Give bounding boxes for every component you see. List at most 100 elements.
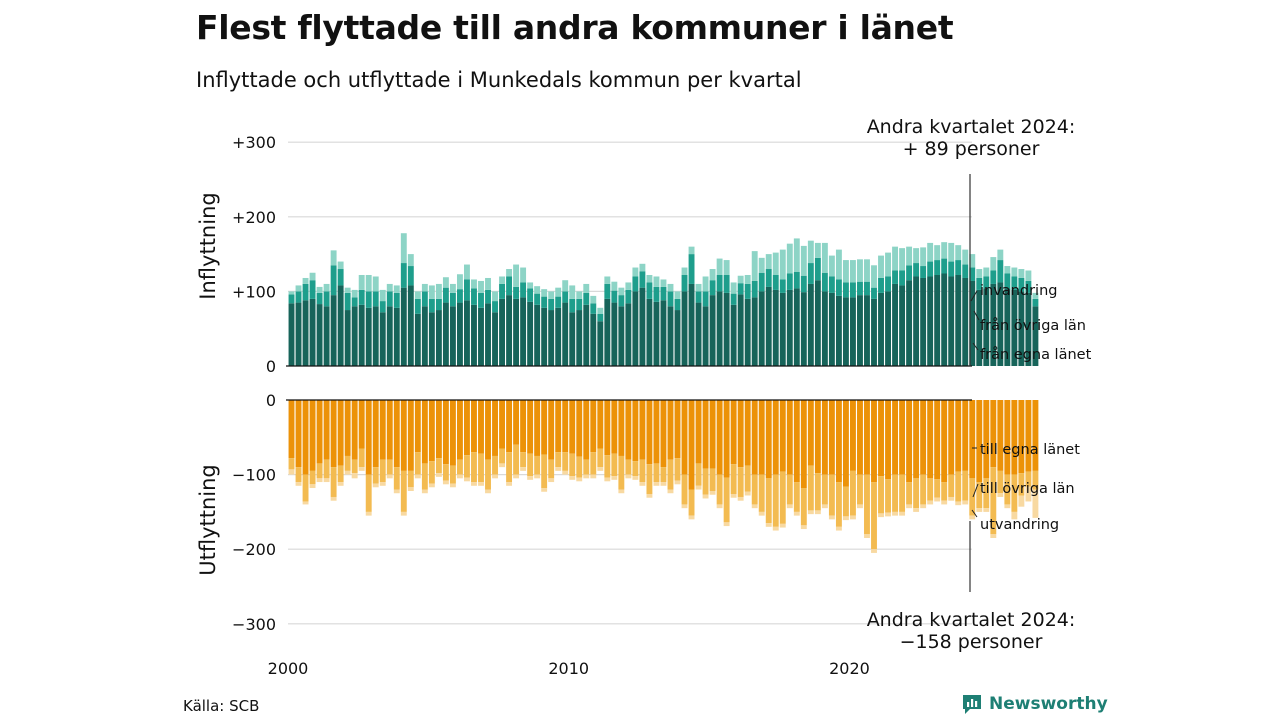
bar-in-2	[955, 245, 962, 261]
bar-in-0	[513, 298, 520, 366]
bar-out-1	[793, 482, 800, 512]
bar-in-0	[428, 312, 435, 366]
bar-in-2	[464, 264, 470, 280]
bar-out-2	[807, 510, 814, 515]
bar-in-1	[604, 283, 611, 299]
annotation-outflow-heading: Andra kvartalet 2024:	[867, 609, 1076, 631]
bar-out-2	[1011, 511, 1018, 520]
bar-in-1	[421, 291, 428, 307]
bar-in-1	[344, 292, 351, 311]
bar-in-0	[709, 295, 716, 366]
bar-in-2	[365, 274, 372, 292]
bar-out-1	[302, 474, 309, 502]
bar-in-0	[351, 306, 358, 366]
bar-out-0	[386, 400, 393, 460]
bar-in-1	[976, 277, 983, 290]
bar-in-1	[379, 301, 386, 313]
bar-in-2	[892, 246, 899, 271]
bar-out-1	[372, 467, 379, 484]
bar-in-1	[590, 303, 597, 314]
bar-out-1	[323, 459, 330, 479]
bar-out-1	[695, 463, 702, 486]
bar-in-2	[850, 260, 856, 283]
bar-in-0	[920, 277, 927, 366]
bar-out-2	[604, 477, 611, 482]
bar-in-2	[688, 246, 695, 255]
bar-out-2	[821, 504, 828, 509]
bar-in-1	[751, 280, 758, 298]
bar-in-1	[716, 274, 723, 292]
bar-out-0	[435, 400, 442, 459]
gridlines	[288, 141, 972, 625]
bar-out-1	[983, 478, 990, 509]
bar-in-1	[674, 298, 681, 311]
bar-out-2	[997, 493, 1004, 497]
bar-out-1	[478, 453, 484, 483]
bar-out-2	[464, 477, 470, 482]
bar-in-1	[990, 270, 997, 284]
bar-out-2	[990, 534, 997, 539]
y-tick-label: 0	[266, 357, 276, 376]
bar-in-1	[1025, 280, 1032, 293]
bar-out-1	[1011, 474, 1018, 512]
bar-in-1	[562, 291, 569, 303]
bar-in-0	[492, 312, 498, 366]
bar-out-0	[660, 400, 667, 468]
bar-out-2	[442, 480, 449, 485]
bar-out-1	[716, 474, 723, 505]
bar-in-2	[358, 274, 365, 290]
bar-in-1	[1004, 273, 1011, 289]
bar-out-1	[864, 474, 870, 535]
bar-out-2	[934, 497, 941, 502]
bar-out-0	[765, 400, 772, 479]
bar-out-1	[590, 452, 597, 475]
bar-in-2	[779, 249, 786, 280]
bar-out-1	[393, 467, 400, 490]
bar-out-2	[597, 467, 604, 471]
bar-out-0	[1032, 400, 1039, 471]
bar-out-0	[948, 400, 955, 475]
bar-in-1	[793, 272, 800, 289]
bar-in-1	[688, 254, 695, 284]
bar-out-2	[667, 489, 674, 494]
bar-out-1	[751, 474, 758, 505]
bar-in-1	[428, 298, 435, 313]
bar-out-0	[590, 400, 597, 453]
bar-out-0	[688, 400, 695, 490]
bar-in-2	[379, 289, 386, 302]
y-tick-label: +300	[232, 133, 276, 152]
bar-in-1	[983, 276, 990, 289]
bar-in-1	[934, 260, 941, 275]
bar-in-1	[899, 270, 906, 286]
bar-in-0	[983, 288, 990, 366]
bar-out-2	[379, 482, 386, 486]
bar-in-0	[583, 304, 590, 366]
bar-in-0	[541, 307, 548, 366]
bar-out-0	[695, 400, 702, 464]
bar-out-0	[878, 400, 884, 477]
bar-in-0	[611, 302, 618, 366]
bar-in-2	[435, 283, 442, 299]
bar-in-2	[885, 252, 891, 277]
bar-out-1	[611, 453, 618, 477]
y-tick-label: 0	[266, 391, 276, 410]
bar-in-0	[878, 292, 884, 366]
y-tick-label: −200	[232, 540, 276, 559]
bar-in-0	[737, 294, 744, 366]
bar-in-1	[906, 265, 913, 281]
bar-out-1	[709, 468, 716, 492]
bar-in-0	[955, 274, 962, 366]
bar-out-0	[548, 400, 555, 460]
bar-out-0	[576, 400, 583, 457]
bar-in-1	[702, 291, 709, 307]
bar-out-2	[765, 523, 772, 527]
bar-out-1	[337, 465, 344, 483]
bar-in-2	[520, 267, 527, 283]
bar-in-2	[962, 249, 969, 265]
bar-in-1	[765, 269, 772, 287]
bar-in-2	[948, 242, 955, 262]
leader-line	[973, 310, 980, 321]
bar-out-2	[407, 487, 414, 492]
bar-out-1	[414, 452, 421, 475]
bar-out-1	[407, 470, 414, 488]
